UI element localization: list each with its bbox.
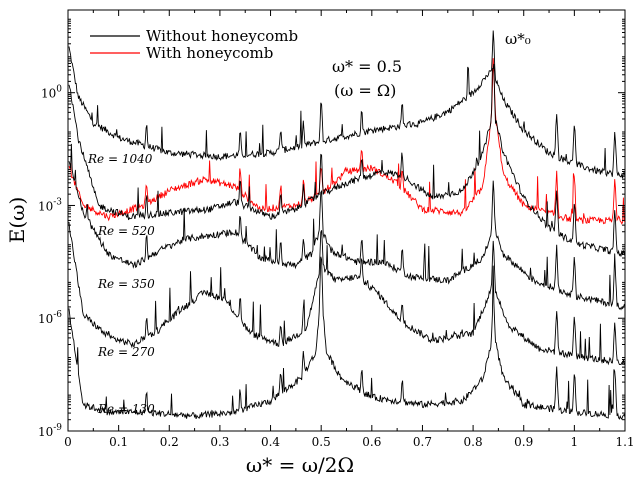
x-axis-label: ω* = ω/2Ω — [246, 453, 354, 477]
series-line-5 — [68, 256, 625, 420]
x-tick-label: 0.7 — [413, 435, 432, 449]
x-tick-label: 0.5 — [312, 435, 331, 449]
label-re-130: Re = 130 — [97, 402, 155, 416]
x-tick-label: 0.9 — [514, 435, 533, 449]
legend: Without honeycomb With honeycomb — [90, 27, 298, 62]
y-tick-label: 10-9 — [38, 423, 62, 439]
label-re-1040: Re = 1040 — [87, 152, 153, 166]
label-re-270: Re = 270 — [97, 345, 155, 359]
y-tick-label: 100 — [41, 85, 62, 101]
legend-label-without: Without honeycomb — [146, 27, 298, 45]
series-line-3 — [68, 143, 625, 311]
x-tick-label: 0.4 — [261, 435, 280, 449]
y-axis-label: E(ω) — [5, 197, 29, 244]
x-tick-label: 0.8 — [464, 435, 483, 449]
y-tick-label: 10-3 — [38, 197, 62, 213]
annotation-omega0: ω*₀ — [505, 30, 531, 48]
series-line-4 — [68, 221, 625, 366]
x-tick-label: 0.3 — [210, 435, 229, 449]
y-axis: 100 10-3 10-6 10-9 — [38, 18, 625, 439]
x-tick-label: 1 — [571, 435, 579, 449]
x-tick-label: 0 — [64, 435, 72, 449]
x-tick-label: 1.1 — [615, 435, 634, 449]
x-axis: 0 0.1 0.2 0.3 0.4 0.5 0.6 0.7 0.8 0.9 1 1.1 — [64, 10, 634, 449]
x-tick-label: 0.1 — [109, 435, 128, 449]
x-tick-label: 0.6 — [362, 435, 381, 449]
series-line-0 — [68, 30, 625, 179]
label-re-350: Re = 350 — [97, 277, 155, 291]
series-line-2 — [68, 63, 625, 257]
series-layer — [68, 30, 625, 420]
annotation-omega-half: ω* = 0.5 — [332, 57, 402, 76]
x-tick-label: 0.2 — [160, 435, 179, 449]
y-tick-label: 10-6 — [38, 310, 62, 326]
legend-label-with: With honeycomb — [146, 44, 273, 62]
label-re-520: Re = 520 — [97, 224, 155, 238]
annotation-omega-equal: (ω = Ω) — [334, 81, 396, 100]
